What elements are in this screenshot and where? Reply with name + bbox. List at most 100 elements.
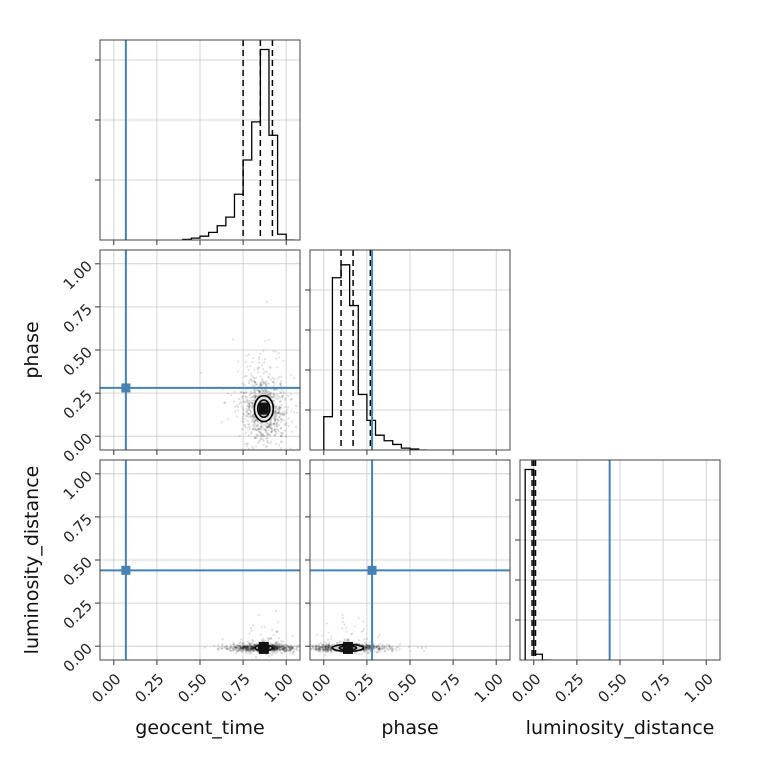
scatter-point bbox=[255, 437, 258, 440]
scatter-point bbox=[284, 646, 287, 649]
scatter-point bbox=[249, 644, 253, 648]
scatter-point bbox=[318, 646, 321, 649]
scatter-point bbox=[285, 411, 289, 414]
scatter-point bbox=[275, 427, 278, 430]
scatter-point bbox=[295, 645, 299, 648]
scatter-point bbox=[260, 393, 263, 396]
scatter-point bbox=[378, 647, 381, 650]
scatter-point bbox=[273, 451, 275, 453]
scatter-point bbox=[290, 397, 293, 401]
scatter-point bbox=[264, 390, 268, 393]
scatter-point bbox=[274, 646, 277, 649]
scatter-point bbox=[376, 645, 379, 649]
scatter-point bbox=[245, 650, 248, 654]
scatter-point bbox=[276, 648, 279, 651]
scatter-point bbox=[274, 652, 277, 655]
x-tick-label: 0.00 bbox=[508, 670, 544, 706]
scatter-point bbox=[203, 646, 207, 649]
scatter-point bbox=[273, 648, 277, 651]
scatter-point bbox=[248, 428, 251, 431]
scatter-point bbox=[284, 648, 287, 651]
scatter-point bbox=[276, 646, 279, 649]
scatter-point bbox=[367, 644, 370, 647]
scatter-point bbox=[282, 640, 285, 644]
scatter-point bbox=[310, 647, 313, 650]
scatter-point bbox=[266, 440, 269, 443]
scatter-point bbox=[241, 646, 244, 649]
scatter-point bbox=[254, 427, 257, 430]
scatter-point bbox=[365, 643, 368, 647]
scatter-point bbox=[241, 649, 244, 652]
scatter-point bbox=[253, 377, 256, 380]
scatter-point bbox=[276, 393, 279, 396]
scatter-point bbox=[260, 433, 263, 436]
scatter-point bbox=[395, 646, 399, 649]
scatter-point bbox=[416, 646, 419, 649]
scatter-point bbox=[252, 402, 255, 405]
scatter-point bbox=[277, 646, 280, 649]
scatter-point bbox=[238, 645, 241, 648]
scatter-point bbox=[251, 645, 254, 648]
scatter-point bbox=[282, 643, 285, 647]
scatter-point bbox=[234, 646, 237, 649]
scatter-point bbox=[271, 643, 274, 646]
scatter-point bbox=[247, 382, 251, 385]
scatter-point bbox=[253, 643, 256, 646]
scatter-point bbox=[245, 407, 248, 410]
scatter-point bbox=[275, 646, 278, 649]
scatter-point bbox=[271, 650, 274, 653]
scatter-point bbox=[221, 646, 224, 649]
scatter-point bbox=[274, 411, 277, 414]
scatter-point bbox=[360, 630, 364, 633]
scatter-point bbox=[244, 648, 247, 651]
scatter-point bbox=[367, 646, 370, 649]
scatter-point bbox=[317, 649, 320, 652]
scatter-point bbox=[288, 645, 291, 648]
scatter-point bbox=[244, 646, 247, 649]
scatter-point bbox=[276, 411, 280, 415]
scatter-point bbox=[376, 651, 379, 654]
scatter-point bbox=[289, 651, 292, 654]
scatter-point bbox=[250, 401, 254, 404]
scatter-point bbox=[282, 391, 285, 394]
scatter-point bbox=[274, 648, 277, 651]
scatter-point bbox=[239, 645, 243, 648]
scatter-point bbox=[250, 396, 254, 399]
scatter-point bbox=[240, 391, 243, 394]
scatter-point bbox=[247, 415, 250, 419]
scatter-point bbox=[285, 421, 288, 425]
scatter-point bbox=[245, 354, 248, 357]
scatter-point bbox=[329, 647, 333, 650]
y-tick-label: 1.00 bbox=[60, 467, 96, 503]
scatter-point bbox=[283, 649, 286, 653]
scatter-point bbox=[272, 646, 276, 649]
scatter-point bbox=[275, 410, 278, 413]
scatter-point bbox=[279, 382, 282, 385]
scatter-point bbox=[258, 390, 261, 393]
scatter-point bbox=[264, 381, 267, 384]
scatter-point bbox=[251, 646, 255, 649]
scatter-point bbox=[237, 370, 240, 373]
scatter-point bbox=[290, 647, 294, 650]
scatter-point bbox=[388, 645, 391, 648]
scatter-point bbox=[236, 644, 240, 647]
scatter-point bbox=[252, 646, 255, 650]
scatter-point bbox=[242, 647, 245, 650]
scatter-point bbox=[259, 381, 263, 384]
scatter-point bbox=[257, 371, 260, 374]
scatter-point bbox=[264, 431, 267, 434]
scatter-point bbox=[263, 625, 266, 629]
scatter-point bbox=[228, 646, 231, 650]
scatter-point bbox=[248, 647, 251, 651]
scatter-point bbox=[423, 649, 426, 653]
scatter-point bbox=[279, 418, 282, 421]
scatter-point bbox=[280, 645, 283, 648]
truth-marker bbox=[121, 383, 131, 393]
scatter-point bbox=[368, 645, 371, 648]
scatter-point bbox=[276, 651, 279, 654]
scatter-point bbox=[267, 375, 270, 378]
scatter-point bbox=[301, 649, 303, 651]
scatter-point bbox=[225, 648, 229, 651]
scatter-point bbox=[273, 407, 277, 410]
x-tick-label: 0.25 bbox=[551, 670, 587, 706]
